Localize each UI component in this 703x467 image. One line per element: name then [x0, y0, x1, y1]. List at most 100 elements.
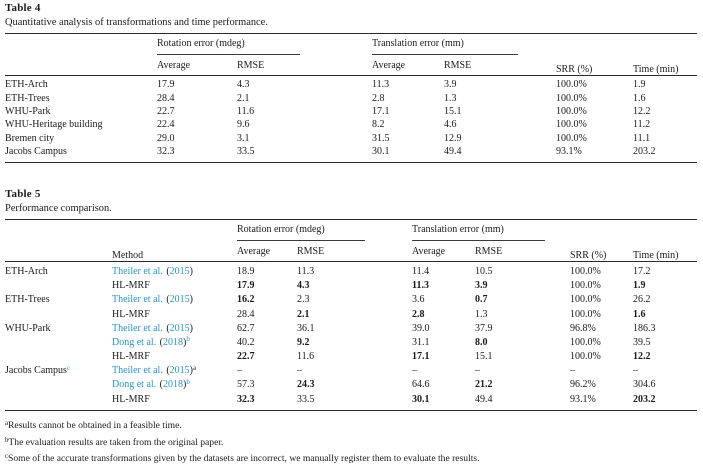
- cell-srr: 100.0%: [570, 280, 601, 292]
- header-rotation-error: Rotation error (mdeg): [157, 33, 372, 55]
- cell-trans-rmse: 15.1: [444, 105, 462, 117]
- cell-method: HL-MRF: [112, 351, 150, 363]
- table-row: WHU-Park 22.7 11.6 17.1 15.1 100.0% 12.2: [5, 105, 697, 118]
- cell-trans-rmse: 21.2: [475, 379, 493, 391]
- citation-author-link[interactable]: Theiler et al.: [112, 265, 163, 277]
- citation-year-link[interactable]: 2018: [163, 336, 183, 348]
- cell-dataset: WHU-Park: [5, 322, 51, 334]
- footnote-marker: b: [186, 377, 190, 386]
- subheader-trans-average: Average: [372, 60, 406, 71]
- cell-rot-rmse: 36.1: [297, 322, 315, 334]
- citation-author-link[interactable]: Theiler et al.: [112, 365, 163, 377]
- citation-year-link[interactable]: 2018: [163, 379, 183, 391]
- cell-srr: –: [570, 365, 575, 377]
- citation-year-link[interactable]: 2015: [169, 365, 190, 377]
- cell-rot-avg: 17.9: [237, 280, 255, 292]
- footnote-marker: c: [66, 363, 71, 372]
- citation-paren: (: [166, 365, 170, 377]
- cell-time: 12.2: [633, 351, 651, 363]
- citation-paren: ): [189, 365, 193, 377]
- citation-paren: ): [189, 322, 193, 334]
- header-time: Time (min): [633, 219, 697, 262]
- citation-author-link[interactable]: Theiler et al.: [112, 294, 163, 306]
- table-row: HL-MRF 32.3 33.5 30.1 49.4 93.1% 203.2: [5, 392, 697, 412]
- footnote-b: bThe evaluation results are taken from t…: [5, 436, 224, 448]
- header-time: Time (min): [633, 33, 697, 76]
- cell-trans-rmse: 15.1: [475, 351, 493, 363]
- cell-trans-rmse: 1.3: [444, 92, 457, 104]
- cell-rot-rmse: 3.1: [237, 132, 250, 144]
- subheader-rot-rmse: RMSE: [237, 60, 265, 71]
- cell-trans-rmse: –: [475, 365, 480, 377]
- cell-srr: 100.0%: [556, 75, 633, 92]
- table-row: ETH-Trees 28.4 2.1 2.8 1.3 100.0% 1.6: [5, 91, 697, 104]
- cell-srr: 93.1%: [556, 144, 633, 164]
- cell-dataset: ETH-Arch: [5, 261, 112, 279]
- citation-year-link[interactable]: 2015: [169, 294, 190, 306]
- citation-author-link[interactable]: Dong et al.: [112, 336, 157, 348]
- citation-paren: (: [159, 336, 163, 348]
- cell-rot-rmse: 2.3: [297, 294, 310, 306]
- citation-author-link[interactable]: Theiler et al.: [112, 322, 163, 334]
- cell-method: Dong et al. (2018)b: [112, 378, 237, 392]
- cell-rot-avg: 40.2: [237, 336, 255, 348]
- cell-rot-rmse: 2.1: [297, 308, 310, 320]
- table-row: Jacobs Campusc Theiler et al. (2015)a – –…: [5, 364, 697, 378]
- cell-time: 304.6: [633, 379, 656, 391]
- cell-trans-avg: 8.2: [372, 119, 385, 131]
- cell-rot-rmse: 33.5: [297, 392, 412, 412]
- cell-trans-avg: –: [412, 365, 417, 377]
- cell-rot-avg: 32.3: [237, 392, 297, 412]
- cell-trans-avg: 39.0: [412, 322, 430, 334]
- cell-dataset: [5, 307, 112, 321]
- cell-rot-avg: 17.9: [157, 75, 237, 92]
- footnote-marker: a: [193, 363, 197, 372]
- cell-rot-rmse: 24.3: [297, 379, 315, 391]
- footnote-c: cSome of the accurate transformations gi…: [5, 453, 480, 465]
- footnote-marker: a: [5, 420, 9, 428]
- cell-dataset: Jacobs Campusc: [5, 363, 71, 377]
- table-row: ETH-Trees Theiler et al. (2015) 16.2 2.3 …: [5, 293, 697, 307]
- cell-time: 17.2: [633, 261, 697, 279]
- cell-trans-avg: 64.6: [412, 379, 430, 391]
- cell-srr: 93.1%: [570, 392, 633, 412]
- subheader-rot-average: Average: [157, 60, 191, 71]
- cell-rot-rmse: 11.3: [297, 261, 412, 279]
- citation-year-link[interactable]: 2015: [169, 265, 190, 277]
- cell-trans-rmse: 12.9: [444, 132, 462, 144]
- cell-trans-avg: 31.5: [372, 132, 390, 144]
- cell-srr: 100.0%: [570, 261, 633, 279]
- citation-year-link[interactable]: 2015: [169, 322, 190, 334]
- cell-rot-rmse: 9.6: [237, 119, 250, 131]
- citation-paren: ): [189, 294, 193, 306]
- cell-trans-rmse: 3.9: [444, 75, 556, 92]
- cell-method: HL-MRF: [112, 392, 237, 412]
- cell-rot-rmse: –: [297, 365, 302, 377]
- citation-paren: (: [166, 322, 170, 334]
- table-row: ETH-Arch 17.9 4.3 11.3 3.9 100.0% 1.9: [5, 75, 697, 92]
- cell-dataset: [5, 378, 112, 392]
- citation-paren: ): [189, 265, 193, 277]
- cell-rot-avg: 18.9: [237, 261, 297, 279]
- cell-srr: 100.0%: [556, 105, 587, 117]
- cell-srr: 96.2%: [570, 379, 596, 391]
- table4-block: Table 4 Quantitative analysis of transfo…: [5, 2, 697, 164]
- cell-srr: 96.8%: [570, 322, 596, 334]
- cell-method: Theiler et al. (2015)a: [112, 364, 237, 378]
- cell-time: 1.9: [633, 75, 697, 92]
- footnote-a: aResults cannot be obtained in a feasibl…: [5, 420, 182, 432]
- table5-block: Table 5 Performance comparison. Method R…: [5, 188, 697, 412]
- cell-trans-avg: 17.1: [412, 351, 430, 363]
- cell-rot-avg: 32.3: [157, 144, 237, 164]
- cell-srr: 100.0%: [556, 119, 587, 131]
- table4-caption: Quantitative analysis of transformations…: [5, 17, 268, 28]
- cell-dataset: ETH-Trees: [5, 92, 50, 104]
- cell-dataset: [5, 335, 112, 349]
- table-row: Bremen city 29.0 3.1 31.5 12.9 100.0% 11…: [5, 132, 697, 145]
- subheader-empty: [5, 55, 157, 76]
- cell-trans-rmse: 3.9: [475, 280, 488, 292]
- citation-author-link[interactable]: Dong et al.: [112, 379, 157, 391]
- cell-method: Theiler et al. (2015): [112, 293, 237, 307]
- cell-rot-rmse: 9.2: [297, 336, 310, 348]
